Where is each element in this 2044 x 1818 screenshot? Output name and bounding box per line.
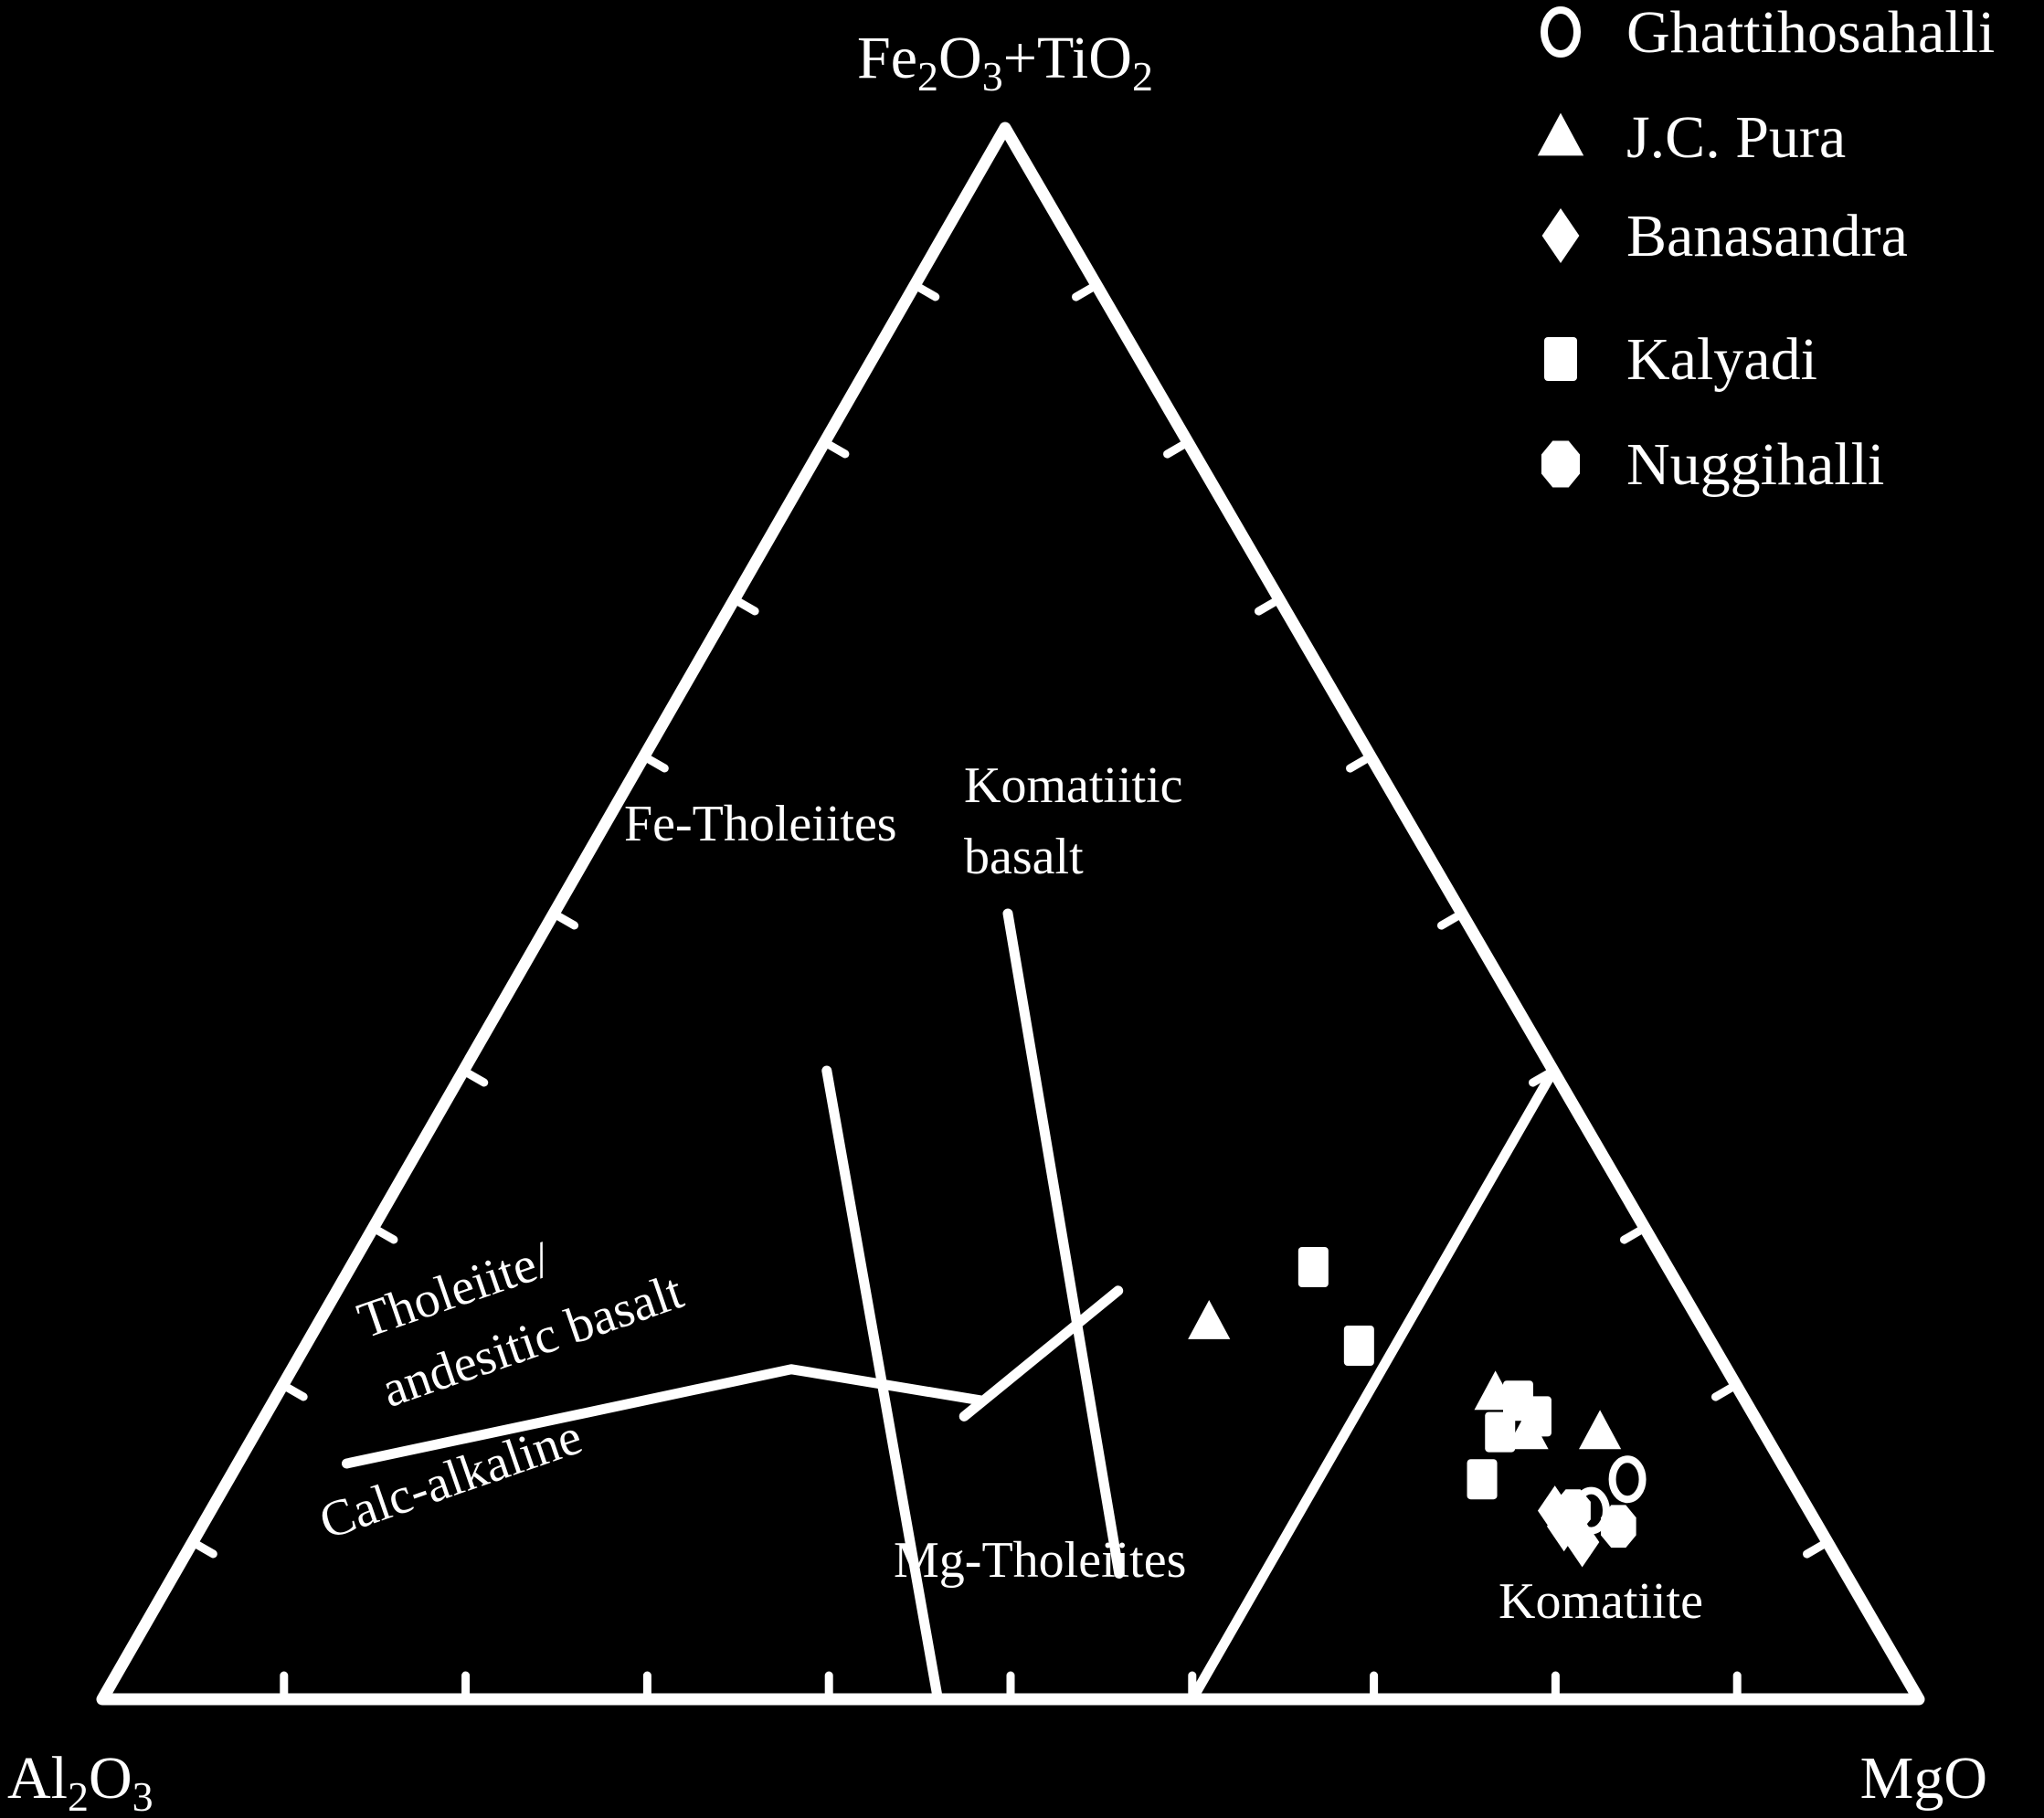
boundary-tholeiite-fe-mg [821, 1065, 943, 1705]
boundary-fe-mg-tholeiite-split [958, 1285, 1124, 1422]
legend-label-2: Banasandra [1626, 203, 1908, 270]
apex-labels: Fe2O3+TiO2 Al2O3 MgO [7, 25, 1987, 1818]
legend-item-0: Ghattihosahalli [1541, 0, 1995, 66]
tick-mark-2-5 [1437, 909, 1467, 930]
legend-item-1: J.C. Pura [1537, 104, 1846, 171]
point-ghattihosahalli-0 [1608, 1455, 1647, 1504]
legend-marker-2 [1541, 208, 1580, 263]
legend: Ghattihosahalli J.C. Pura Banasandra Kalyad… [1537, 0, 1995, 498]
apex-label-right: MgO [1860, 1745, 1987, 1812]
tick-mark-1-2 [279, 1380, 308, 1401]
apex-label-top: Fe2O3+TiO2 [857, 25, 1153, 100]
legend-label-4: Nuggihalli [1626, 431, 1884, 498]
tick-mark-1-7 [730, 595, 759, 616]
region-label-3: Calc-alkaline [312, 1408, 588, 1550]
tick-mark-2-1 [1072, 280, 1101, 301]
region-label-5-line-0: Komatiite [1499, 1573, 1703, 1630]
legend-label-1: J.C. Pura [1626, 104, 1846, 171]
region-label-1-line-0: Komatiitic [964, 757, 1183, 814]
region-label-1-line-1: basalt [964, 829, 1084, 885]
point-j-c-pura-0 [1188, 1300, 1231, 1339]
boundary-calc-alkaline-tholeiite [341, 1364, 988, 1469]
point-kalyadi-3 [1485, 1411, 1516, 1453]
legend-marker-0 [1541, 6, 1581, 58]
legend-label-0: Ghattihosahalli [1626, 0, 1995, 66]
tick-mark-1-3 [368, 1223, 398, 1244]
boundary-komatiite-field [1187, 1065, 1559, 1705]
tick-mark-1-4 [459, 1066, 489, 1087]
region-label-0-line-0: Fe-Tholeiites [624, 796, 897, 852]
region-label-4-line-0: Mg-Tholeiites [894, 1532, 1186, 1589]
point-kalyadi-1 [1343, 1326, 1374, 1366]
tick-mark-2-3 [1255, 595, 1284, 616]
region-label-1: Komatiitic basalt [964, 757, 1183, 885]
legend-marker-1 [1537, 112, 1584, 156]
tick-mark-2-8 [1711, 1380, 1741, 1401]
point-kalyadi-0 [1297, 1247, 1329, 1287]
region-label-4: Mg-Tholeiites [894, 1532, 1186, 1589]
field-boundaries [341, 908, 1559, 1705]
region-label-2: Tholeiite/andesitic basalt [351, 1231, 691, 1419]
legend-marker-4 [1541, 440, 1581, 488]
tick-mark-1-5 [549, 909, 579, 930]
tick-mark-2-9 [1803, 1538, 1832, 1559]
point-kalyadi-5 [1520, 1396, 1552, 1437]
tick-mark-2-4 [1346, 752, 1375, 773]
tick-mark-1-8 [820, 438, 850, 459]
tick-mark-1-1 [188, 1538, 217, 1559]
tick-mark-2-7 [1620, 1223, 1649, 1244]
region-label-0: Fe-Tholeiites [624, 796, 897, 852]
legend-item-2: Banasandra [1541, 203, 1908, 270]
data-points [1188, 1247, 1647, 1568]
point-j-c-pura-3 [1578, 1410, 1622, 1450]
point-nuggihalli-1 [1601, 1505, 1636, 1548]
region-label-5: Komatiite [1499, 1573, 1703, 1630]
tick-mark-2-2 [1163, 438, 1192, 459]
legend-item-3: Kalyadi [1544, 326, 1817, 393]
tick-marks [188, 280, 1832, 1704]
tick-mark-1-6 [640, 752, 669, 773]
legend-item-4: Nuggihalli [1541, 431, 1884, 498]
tick-mark-1-9 [910, 280, 940, 301]
boundary-komatiitic-basalt-boundary [1002, 908, 1125, 1579]
apex-label-left: Al2O3 [7, 1745, 154, 1818]
legend-label-3: Kalyadi [1626, 326, 1817, 393]
point-kalyadi-4 [1467, 1459, 1498, 1500]
point-nuggihalli-0 [1555, 1489, 1591, 1532]
legend-marker-3 [1544, 337, 1577, 381]
region-label-3-line-0: Calc-alkaline [312, 1408, 588, 1550]
